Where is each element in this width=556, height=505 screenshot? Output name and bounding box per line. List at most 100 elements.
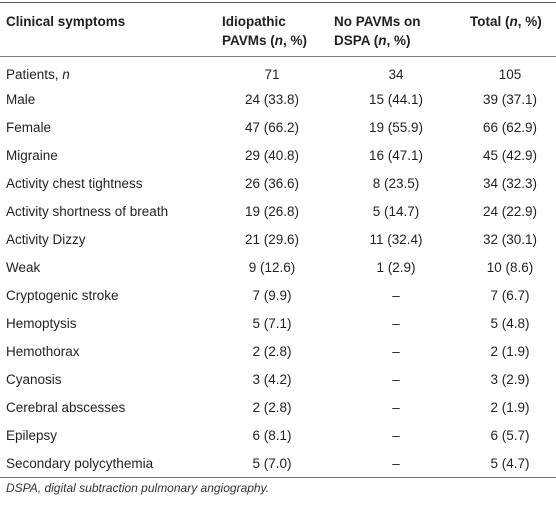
- cell-text: 11 (32.4): [369, 231, 423, 247]
- cell: –: [328, 365, 464, 393]
- cell-text: 5 (7.1): [252, 315, 292, 331]
- cell-text: –: [392, 343, 400, 359]
- cell-text: Female: [6, 119, 52, 135]
- cell-text: 16 (47.1): [368, 147, 424, 163]
- cell: 16 (47.1): [328, 141, 464, 169]
- cell-text: Cerebral abscesses: [6, 399, 126, 415]
- cell-text: 2 (1.9): [490, 343, 530, 359]
- cell-text: 19 (55.9): [368, 119, 424, 135]
- table-row: Male 24 (33.8) 15 (44.1) 39 (37.1): [0, 85, 556, 113]
- cell: 6 (5.7): [464, 421, 556, 449]
- table-row: Cerebral abscesses 2 (2.8) – 2 (1.9): [0, 393, 556, 421]
- cell-text: –: [392, 315, 400, 331]
- cell: 1 (2.9): [328, 253, 464, 281]
- cell-text: 8 (23.5): [372, 175, 420, 191]
- header-cell: No PAVMs on DSPA (n, %): [328, 3, 464, 57]
- cell-text: Hemoptysis: [6, 315, 77, 331]
- cell-text: 3 (4.2): [252, 371, 292, 387]
- cell: 34: [328, 57, 464, 86]
- cell-text: 5 (14.7): [372, 203, 420, 219]
- cell: 5 (14.7): [328, 197, 464, 225]
- table-row: Activity Dizzy 21 (29.6) 11 (32.4) 32 (30.1…: [0, 225, 556, 253]
- cell-text: 2 (2.8): [252, 399, 292, 415]
- header-text-part: n: [509, 14, 518, 29]
- cell-text: 6 (5.7): [490, 427, 530, 443]
- header-cell: Clinical symptoms: [0, 3, 216, 57]
- header-text-part: Total (: [470, 14, 510, 29]
- row-label: Migraine: [0, 141, 216, 169]
- cell: 5 (4.8): [464, 309, 556, 337]
- cell: 24 (33.8): [216, 85, 328, 113]
- header-cell: Idiopathic PAVMs (n, %): [216, 3, 328, 57]
- cell: –: [328, 449, 464, 478]
- table-header: Clinical symptoms Idiopathic PAVMs (n, %)…: [0, 2, 556, 57]
- header-row: Clinical symptoms Idiopathic PAVMs (n, %)…: [0, 2, 556, 57]
- cell: 9 (12.6): [216, 253, 328, 281]
- cell: 19 (26.8): [216, 197, 328, 225]
- cell-text: Epilepsy: [6, 427, 58, 443]
- cell-text: Cyanosis: [6, 371, 62, 387]
- cell: 3 (2.9): [464, 365, 556, 393]
- cell-text: 1 (2.9): [376, 259, 416, 275]
- cell: 21 (29.6): [216, 225, 328, 253]
- cell: 45 (42.9): [464, 141, 556, 169]
- row-label: Weak: [0, 253, 216, 281]
- cell: 19 (55.9): [328, 113, 464, 141]
- cell: 71: [216, 57, 328, 86]
- cell-text: 34: [388, 66, 404, 82]
- table-row: Secondary polycythemia 5 (7.0) – 5 (4.7): [0, 449, 556, 478]
- row-label: Activity chest tightness: [0, 169, 216, 197]
- cell: 8 (23.5): [328, 169, 464, 197]
- table-row: Hemoptysis 5 (7.1) – 5 (4.8): [0, 309, 556, 337]
- cell-text: –: [392, 427, 400, 443]
- cell-text: 2 (2.8): [252, 343, 292, 359]
- cell: 34 (32.3): [464, 169, 556, 197]
- cell-text: –: [392, 455, 400, 471]
- cell-text: 6 (8.1): [252, 427, 292, 443]
- row-label: Hemothorax: [0, 337, 216, 365]
- cell-text: 34 (32.3): [482, 175, 538, 191]
- cell-text: –: [392, 371, 400, 387]
- footnote: DSPA, digital subtraction pulmonary angi…: [6, 481, 270, 495]
- row-label: Cerebral abscesses: [0, 393, 216, 421]
- cell-text: 2 (1.9): [490, 399, 530, 415]
- header-text-part: , %): [283, 33, 308, 48]
- row-label: Activity Dizzy: [0, 225, 216, 253]
- cell-text: Secondary polycythemia: [6, 455, 154, 471]
- cell: 105: [464, 57, 556, 86]
- cell: 11 (32.4): [328, 225, 464, 253]
- table-row: Activity shortness of breath 19 (26.8) 5 (…: [0, 197, 556, 225]
- cell: –: [328, 337, 464, 365]
- cell-text: 5 (7.0): [252, 455, 292, 471]
- row-label: Cyanosis: [0, 365, 216, 393]
- header-text-part: n: [378, 33, 387, 48]
- table-row: Weak 9 (12.6) 1 (2.9) 10 (8.6): [0, 253, 556, 281]
- header-text-part: , %): [517, 14, 542, 29]
- cell: 10 (8.6): [464, 253, 556, 281]
- cell-text: 10 (8.6): [486, 259, 534, 275]
- row-label: Cryptogenic stroke: [0, 281, 216, 309]
- cell: 5 (7.1): [216, 309, 328, 337]
- cell: 24 (22.9): [464, 197, 556, 225]
- row-label: Female: [0, 113, 216, 141]
- header-cell: Total (n, %): [464, 3, 556, 57]
- cell: 7 (9.9): [216, 281, 328, 309]
- cell: 2 (1.9): [464, 337, 556, 365]
- cell: 39 (37.1): [464, 85, 556, 113]
- table-row: Activity chest tightness 26 (36.6) 8 (23.5…: [0, 169, 556, 197]
- row-label: Secondary polycythemia: [0, 449, 216, 478]
- table-row: Epilepsy 6 (8.1) – 6 (5.7): [0, 421, 556, 449]
- cell-text: 5 (4.7): [490, 455, 530, 471]
- cell-text-part: Patients,: [6, 66, 63, 82]
- cell-text: 105: [498, 66, 522, 82]
- cell-text-part: n: [62, 66, 70, 82]
- row-label: Male: [0, 85, 216, 113]
- cell: –: [328, 309, 464, 337]
- cell-text: Activity shortness of breath: [6, 203, 169, 219]
- header-text-part: Idiopathic PAVMs (: [222, 14, 286, 48]
- row-label: Hemoptysis: [0, 309, 216, 337]
- cell-text: 47 (66.2): [244, 119, 300, 135]
- cell: 5 (7.0): [216, 449, 328, 478]
- table-row: Cryptogenic stroke 7 (9.9) – 7 (6.7): [0, 281, 556, 309]
- cell-text: Activity chest tightness: [6, 175, 143, 191]
